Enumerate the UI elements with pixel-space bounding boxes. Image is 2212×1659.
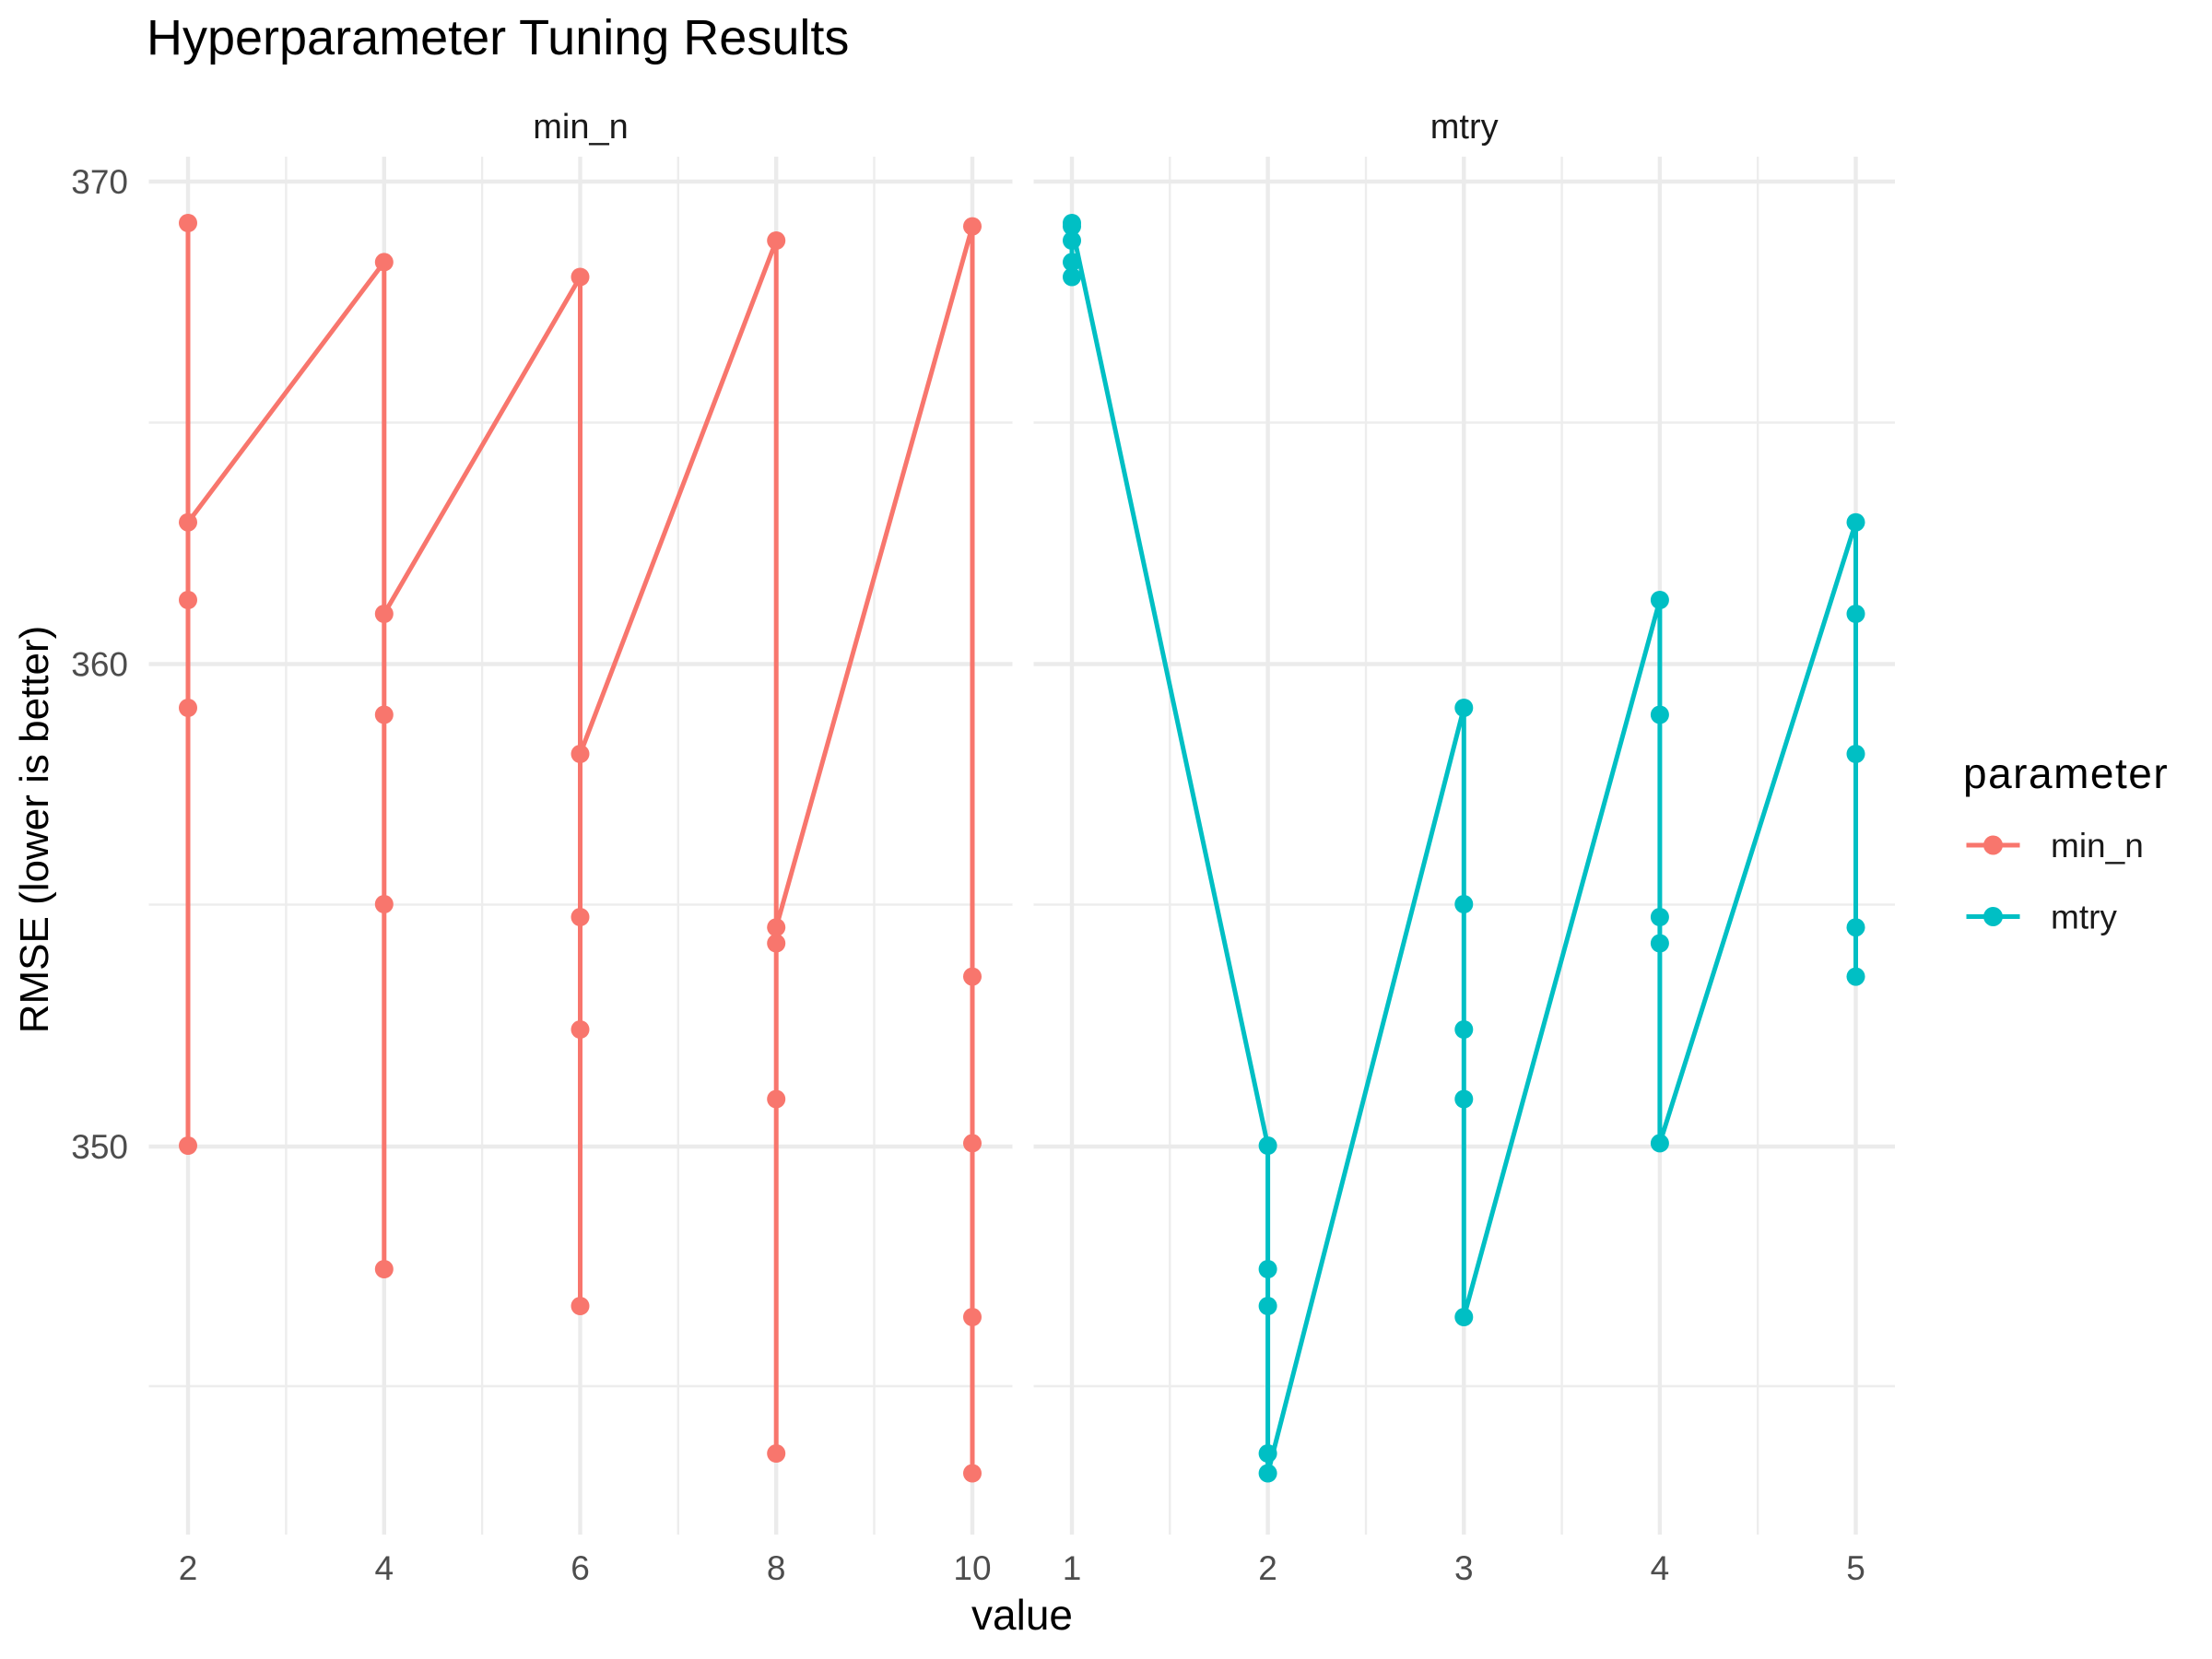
svg-text:5: 5 <box>1846 1549 1865 1587</box>
svg-text:6: 6 <box>571 1549 590 1587</box>
svg-text:2: 2 <box>179 1549 198 1587</box>
svg-text:2: 2 <box>1258 1549 1277 1587</box>
svg-text:370: 370 <box>71 163 128 201</box>
svg-text:parameter: parameter <box>1963 749 2169 797</box>
svg-text:4: 4 <box>1651 1549 1670 1587</box>
svg-text:mtry: mtry <box>1430 108 1499 147</box>
svg-text:360: 360 <box>71 646 128 684</box>
svg-text:10: 10 <box>953 1549 991 1587</box>
svg-text:Hyperparameter Tuning Results: Hyperparameter Tuning Results <box>147 10 849 65</box>
svg-text:8: 8 <box>767 1549 786 1587</box>
svg-text:mtry: mtry <box>2051 899 2117 936</box>
svg-text:350: 350 <box>71 1128 128 1166</box>
svg-text:3: 3 <box>1454 1549 1474 1587</box>
svg-text:4: 4 <box>375 1549 394 1587</box>
svg-text:value: value <box>971 1591 1073 1639</box>
svg-text:1: 1 <box>1063 1549 1082 1587</box>
svg-text:min_n: min_n <box>533 108 629 147</box>
svg-text:min_n: min_n <box>2051 827 2144 865</box>
svg-text:RMSE (lower is better): RMSE (lower is better) <box>12 626 57 1034</box>
